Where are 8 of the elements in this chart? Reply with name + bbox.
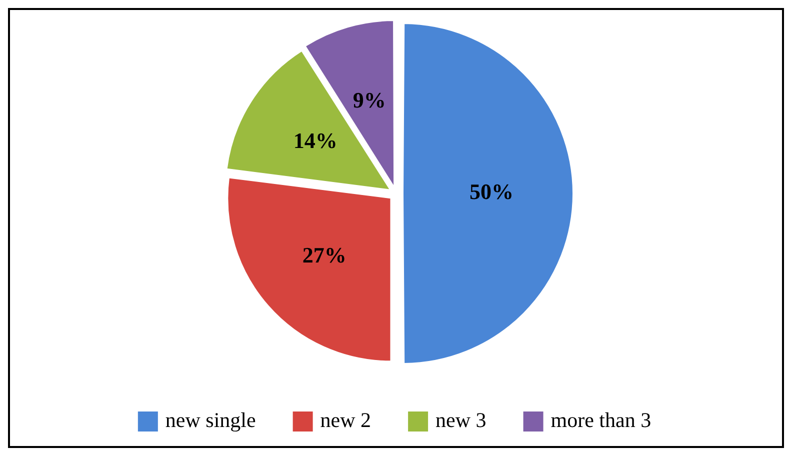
legend-label: new single [165,408,256,432]
legend-label: new 2 [320,408,372,432]
legend-label: new 3 [436,408,486,432]
legend-label: more than 3 [550,408,652,432]
data-label: 50% [470,179,514,204]
data-label: 14% [293,128,338,154]
data-label: 9% [352,87,386,112]
data-label: 27% [302,242,346,268]
